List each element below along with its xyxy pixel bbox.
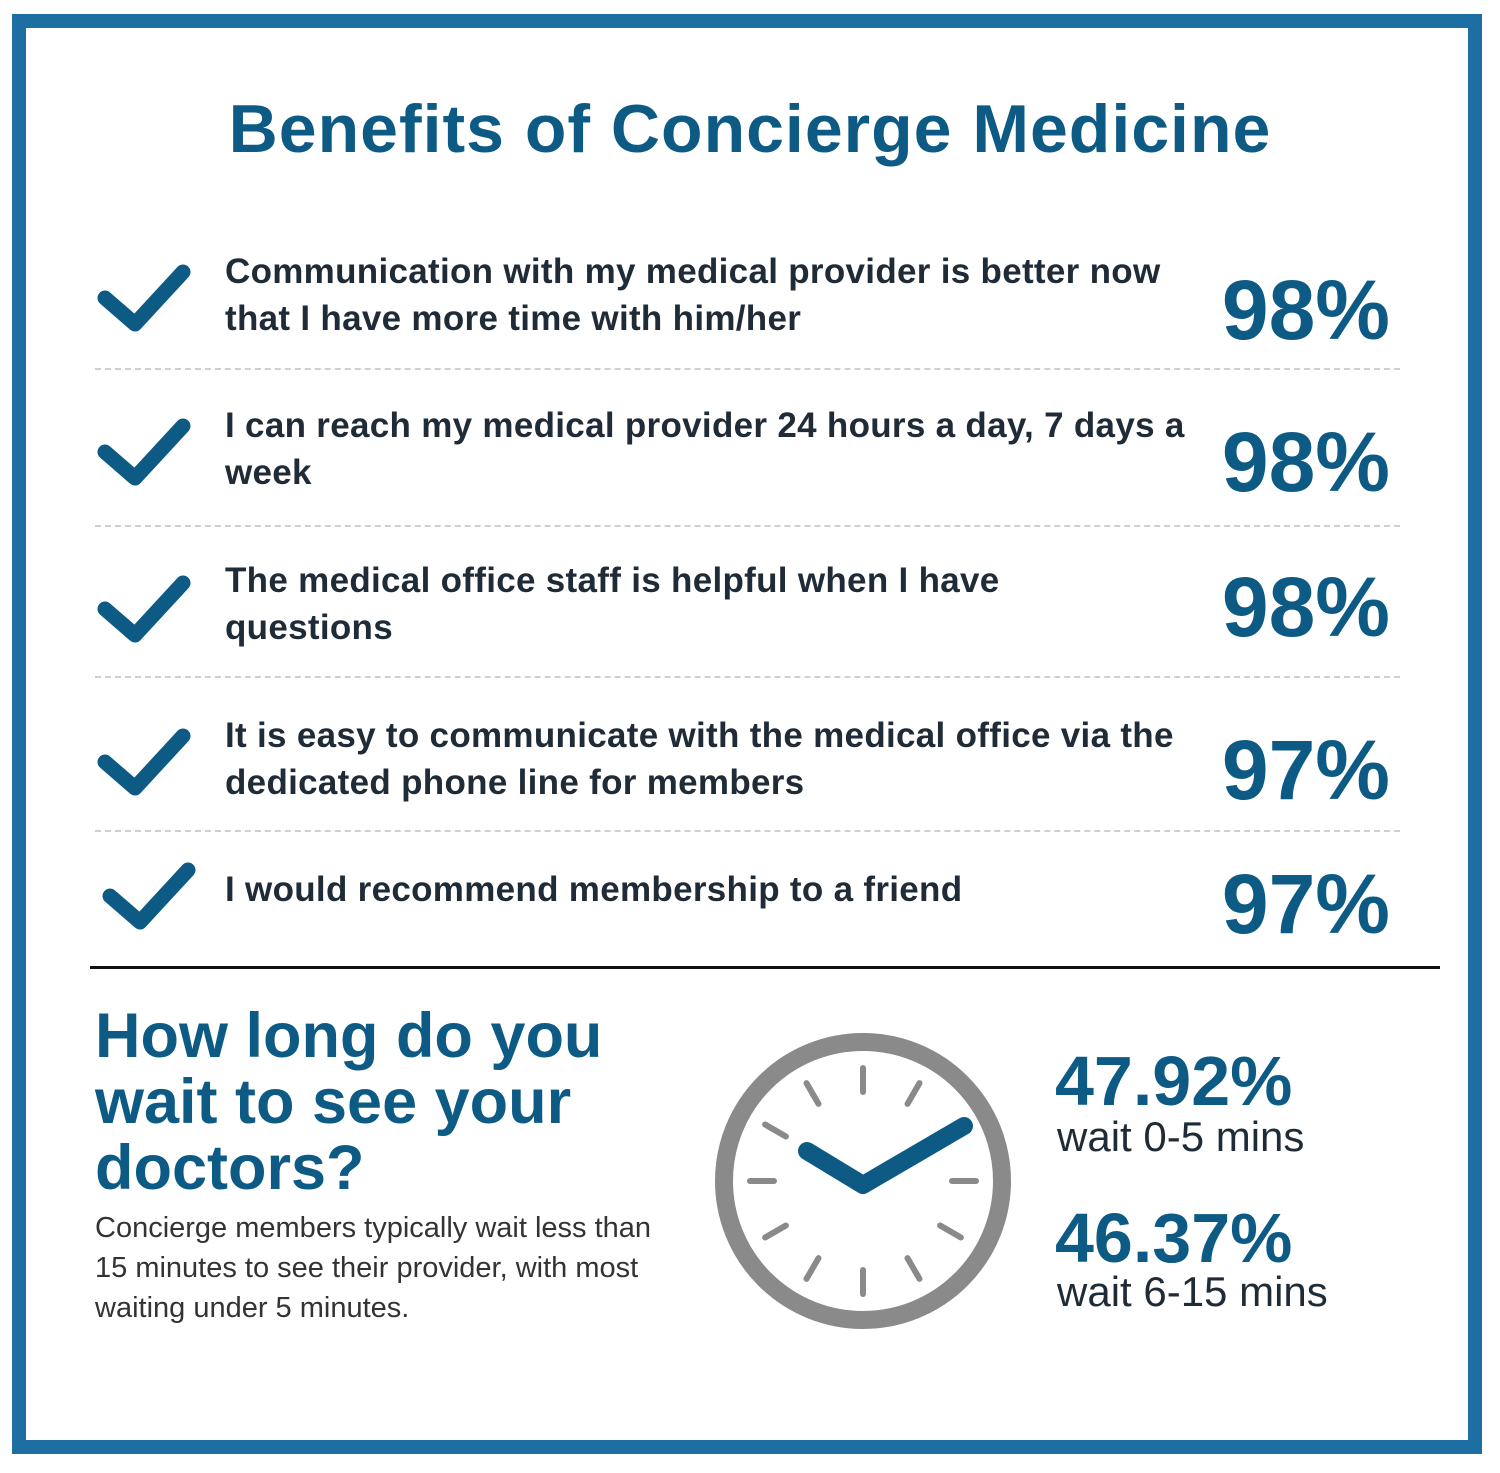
wait-stat-value: 47.92% bbox=[1055, 1042, 1293, 1120]
page-title: Benefits of Concierge Medicine bbox=[228, 91, 1272, 167]
check-icon bbox=[97, 575, 191, 643]
benefit-text: I would recommend membership to a friend bbox=[225, 870, 963, 909]
benefit-text: Communication with my medical provider i… bbox=[225, 252, 1161, 338]
clock-icon bbox=[715, 1033, 1011, 1329]
row-divider bbox=[95, 525, 1400, 527]
wait-question: How long do you wait to see your doctors… bbox=[95, 1001, 603, 1203]
benefit-percent: 98% bbox=[1221, 560, 1390, 654]
row-divider bbox=[95, 676, 1400, 678]
benefit-percent: 97% bbox=[1221, 857, 1390, 951]
benefit-percent: 97% bbox=[1221, 723, 1390, 817]
benefit-text: The medical office staff is helpful when… bbox=[225, 561, 1000, 647]
benefit-text: It is easy to communicate with the medic… bbox=[225, 716, 1174, 802]
wait-stat-label: wait 6-15 mins bbox=[1057, 1268, 1328, 1315]
section-divider bbox=[90, 966, 1440, 969]
check-icon bbox=[97, 728, 191, 796]
benefit-percent: 98% bbox=[1221, 263, 1390, 357]
row-divider bbox=[95, 368, 1400, 370]
wait-description: Concierge members typically wait less th… bbox=[95, 1212, 652, 1324]
wait-stat-label: wait 0-5 mins bbox=[1057, 1113, 1305, 1160]
benefit-text: I can reach my medical provider 24 hours… bbox=[225, 406, 1185, 492]
benefit-percent: 98% bbox=[1221, 415, 1390, 509]
wait-stat-value: 46.37% bbox=[1055, 1199, 1293, 1277]
row-divider bbox=[95, 830, 1400, 832]
check-icon bbox=[97, 418, 191, 486]
check-icon bbox=[102, 862, 196, 930]
check-icon bbox=[97, 264, 191, 332]
